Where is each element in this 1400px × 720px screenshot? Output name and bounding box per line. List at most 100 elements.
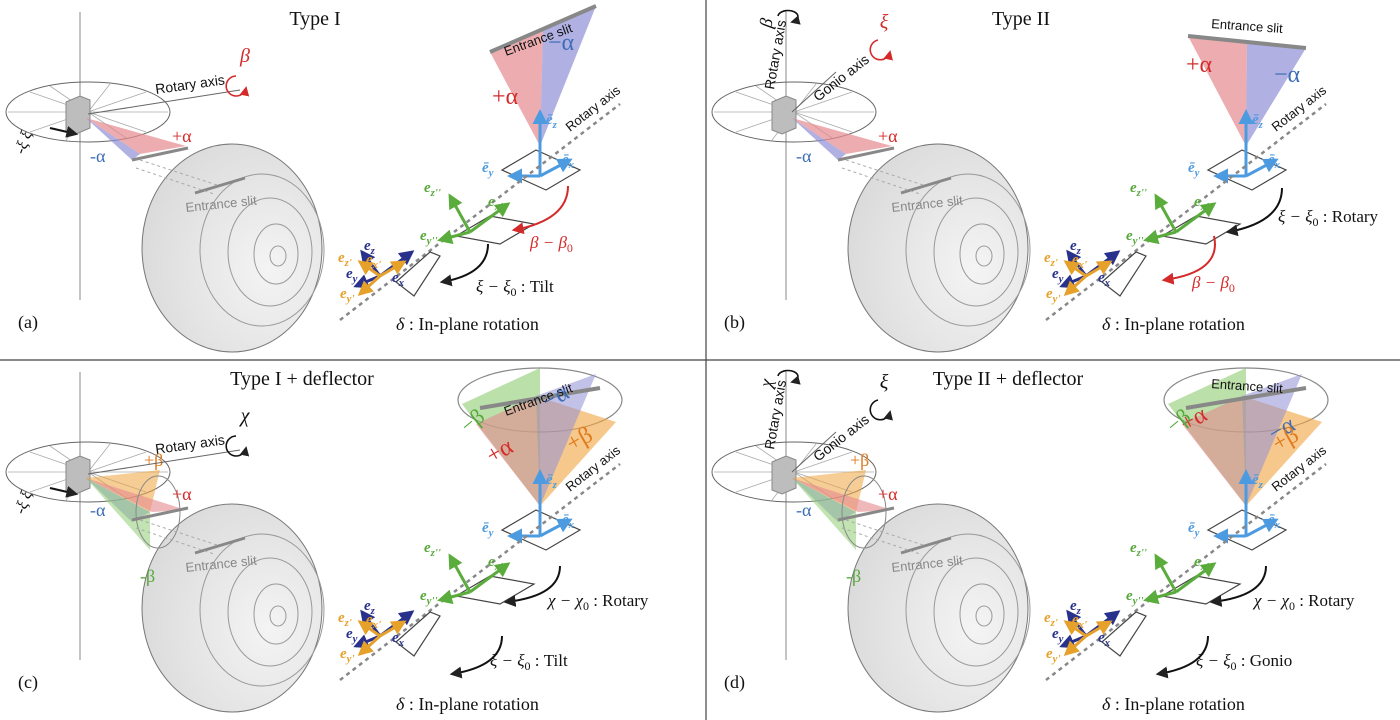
rot1-label: χ − χ0 : Rotary xyxy=(546,591,649,613)
bx-label: ex xyxy=(392,630,405,649)
fan-plus-alpha xyxy=(1182,396,1246,506)
rotary-curl xyxy=(225,75,250,97)
inplane-label: δ : In-plane rotation xyxy=(1102,694,1245,714)
lens-plus-beta: +β xyxy=(850,450,869,470)
ez-label: ēz xyxy=(1252,472,1264,491)
xi-label: -ξ ξ xyxy=(12,129,36,157)
ox-vector xyxy=(379,260,407,278)
ez-label: ēz xyxy=(546,112,558,131)
rot2-label: β − β0 xyxy=(1191,273,1235,295)
by-label: ey xyxy=(1052,266,1064,285)
fan-minus-alpha-label: −α xyxy=(1274,62,1301,88)
beam-guide-top xyxy=(139,519,221,547)
analyzer-entrance-slit-label: Entrance slit xyxy=(891,553,964,575)
ex-vector xyxy=(1245,158,1279,178)
middle-plane xyxy=(1160,575,1242,605)
coord-rotary-axis xyxy=(1045,103,1327,321)
coord-rotary-axis xyxy=(339,103,621,321)
ex-label: ēx xyxy=(562,152,575,171)
oy-label: ey' xyxy=(1046,286,1060,305)
sample-block xyxy=(65,455,91,495)
coord-rotary-axis xyxy=(339,463,621,681)
rot1-label: β − β0 xyxy=(529,233,573,255)
expp-label: ex'' xyxy=(1194,194,1212,213)
sample-block xyxy=(65,95,91,135)
fan-entrance-slit-label: Entrance slit xyxy=(1211,376,1284,396)
analyzer-body xyxy=(141,143,323,353)
ex-vector xyxy=(539,158,573,178)
analyzer-ring xyxy=(959,583,1005,645)
ox-label: ex' xyxy=(1072,612,1087,631)
rotary-axis-line xyxy=(87,89,241,115)
rotary-axis-symbol: β xyxy=(755,17,776,30)
analyzer-ring xyxy=(227,197,313,307)
beam-plus-alpha xyxy=(86,118,186,154)
gonio-symbol: ξ xyxy=(880,11,889,33)
ex-vector xyxy=(1245,518,1279,538)
lens-minus-beta: -β xyxy=(140,566,155,586)
inplane-label: δ : In-plane rotation xyxy=(396,694,539,714)
coord-rotary-axis xyxy=(1045,463,1327,681)
by-label: ey xyxy=(346,266,358,285)
bz-label: ez xyxy=(1070,598,1082,617)
eypp-label: ey'' xyxy=(1126,588,1143,607)
gonio-curl xyxy=(869,39,893,61)
analyzer-ring xyxy=(933,197,1019,307)
expp-vector xyxy=(1175,202,1217,234)
ezpp-label: ez'' xyxy=(1130,540,1147,559)
fan-minus-alpha xyxy=(536,374,596,506)
lower-plane xyxy=(395,251,441,297)
oy-vector xyxy=(1063,634,1088,657)
ex-label: ēx xyxy=(562,512,575,531)
panel-c: (c) Type I + deflector Entrance slit +α -α +β… xyxy=(5,367,649,714)
middle-plane xyxy=(454,575,536,605)
eypp-vector xyxy=(437,589,471,605)
beam-minus-alpha xyxy=(86,118,140,160)
sample-block xyxy=(771,455,797,495)
oz-label: ez' xyxy=(1044,250,1058,269)
panel-title: Type II + deflector xyxy=(933,368,1084,390)
beam-guide-bottom xyxy=(135,527,215,555)
panel-title: Type I + deflector xyxy=(230,368,374,390)
panel-label: (c) xyxy=(18,672,38,693)
fan-minus-alpha xyxy=(1246,42,1306,146)
rotary-axis-symbol: χ xyxy=(755,376,777,390)
oz-vector xyxy=(1063,620,1087,638)
oz-vector xyxy=(357,620,381,638)
rotary-symbol: χ xyxy=(239,405,251,427)
oz-label: ez' xyxy=(338,610,352,629)
fan-minus-alpha xyxy=(1242,374,1302,506)
analyzer-body xyxy=(141,503,323,713)
fan-slit xyxy=(489,4,597,54)
beam-minus-alpha xyxy=(792,118,846,160)
analyzer-ring xyxy=(905,533,1031,687)
fan-slit xyxy=(1187,34,1307,50)
rot2-arrow xyxy=(1161,235,1216,285)
gonio-axis-label: Gonio axis xyxy=(810,51,872,104)
analyzer-entrance-slit-label: Entrance slit xyxy=(185,553,258,575)
ex-vector xyxy=(539,518,573,538)
hemispherical-analyzer: Entrance slit xyxy=(847,503,1031,713)
analyzer-center xyxy=(975,605,993,627)
analyzer-ring xyxy=(199,533,325,687)
ox-label: ex' xyxy=(1072,252,1087,271)
ex-label: ēx xyxy=(1268,152,1281,171)
rot2-arrow xyxy=(439,243,489,287)
expp-vector xyxy=(469,202,511,234)
oy-vector xyxy=(357,274,382,297)
fan-plus-alpha xyxy=(476,396,540,506)
expp-label: ex'' xyxy=(488,194,506,213)
fan-plus-alpha-label: +α xyxy=(492,84,519,110)
expp-label: ex'' xyxy=(1194,554,1212,573)
lens-slit xyxy=(837,506,895,522)
beam-plus-alpha xyxy=(792,478,892,512)
fan-plus-alpha-label: +α xyxy=(1186,52,1213,78)
sample-block xyxy=(771,95,797,135)
beam-minus-beta xyxy=(86,478,150,550)
xi-label: -ξ ξ xyxy=(12,489,36,517)
oy-label: ey' xyxy=(340,646,354,665)
rot1-arrow xyxy=(1209,565,1267,607)
analyzer-slit xyxy=(194,176,246,195)
